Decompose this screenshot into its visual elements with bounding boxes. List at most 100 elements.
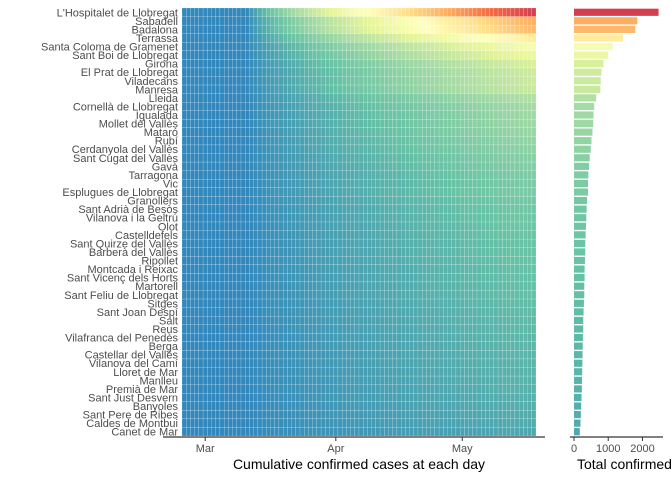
heatmap-cell xyxy=(270,170,275,180)
heatmap-cell xyxy=(329,410,334,420)
heatmap-cell xyxy=(367,290,372,300)
heatmap-cell xyxy=(497,119,503,128)
heatmap-cell xyxy=(266,324,271,334)
heatmap-cell xyxy=(223,93,229,103)
heatmap-cell xyxy=(405,33,410,43)
heatmap-cell xyxy=(518,50,524,60)
heatmap-cell xyxy=(430,153,436,163)
heatmap-cell xyxy=(278,33,284,43)
heatmap-cell xyxy=(476,367,482,377)
heatmap-cell xyxy=(388,410,393,420)
heatmap-cell xyxy=(371,358,377,368)
heatmap-cell xyxy=(257,401,263,411)
heatmap-x-tick-label: Apr xyxy=(327,443,344,455)
heatmap-cell xyxy=(443,341,448,351)
heatmap-cell xyxy=(316,204,322,214)
heatmap-cell xyxy=(379,76,385,86)
heatmap-cell xyxy=(447,324,452,334)
heatmap-cell xyxy=(447,375,452,385)
heatmap-cell xyxy=(308,204,313,214)
heatmap-cell xyxy=(502,67,507,77)
heatmap-cell xyxy=(194,153,199,163)
heatmap-cell xyxy=(510,221,516,231)
bar xyxy=(574,419,581,427)
heatmap-cell xyxy=(518,7,524,17)
heatmap-cell xyxy=(510,179,516,188)
heatmap-cell xyxy=(518,93,524,103)
heatmap-cell xyxy=(308,256,313,265)
heatmap-cell xyxy=(485,213,490,223)
heatmap-cell xyxy=(476,204,482,214)
heatmap-cell xyxy=(341,161,347,171)
heatmap-cell xyxy=(223,316,229,325)
heatmap-cell xyxy=(447,76,452,86)
bar xyxy=(574,316,584,325)
row-label: Terrassa xyxy=(136,33,179,45)
heatmap-cell xyxy=(304,298,309,308)
heatmap-cell xyxy=(232,161,237,171)
heatmap-cell xyxy=(228,50,233,60)
heatmap-cell xyxy=(354,367,360,377)
heatmap-cell xyxy=(472,247,478,257)
heatmap-cell xyxy=(459,298,465,308)
bar xyxy=(574,333,583,342)
heatmap-cell xyxy=(523,238,528,248)
heatmap-cell xyxy=(371,333,377,342)
heatmap-cell xyxy=(514,102,520,111)
heatmap-cell xyxy=(341,307,347,317)
heatmap-cell xyxy=(299,375,305,385)
heatmap-cell xyxy=(392,59,398,69)
heatmap-cell xyxy=(451,298,457,308)
heatmap-cell xyxy=(363,179,368,188)
heatmap-cell xyxy=(236,316,242,325)
heatmap-cell xyxy=(308,170,313,180)
heatmap-cell xyxy=(426,16,431,26)
heatmap-cell xyxy=(215,221,221,231)
heatmap-cell xyxy=(346,110,351,120)
heatmap-cell xyxy=(489,50,495,60)
heatmap-cell xyxy=(375,375,381,385)
heatmap-cell xyxy=(354,401,360,411)
heatmap-cell xyxy=(384,358,389,368)
heatmap-cell xyxy=(455,161,461,171)
heatmap-cell xyxy=(316,384,322,394)
heatmap-cell xyxy=(202,384,208,394)
heatmap-cell xyxy=(472,384,478,394)
heatmap-cell xyxy=(202,367,208,377)
heatmap-cell xyxy=(358,264,364,274)
heatmap-cell xyxy=(426,144,431,154)
heatmap-cell xyxy=(468,273,473,283)
heatmap-cell xyxy=(476,307,482,317)
heatmap-cell xyxy=(223,273,229,283)
heatmap-cell xyxy=(367,307,372,317)
heatmap-cell xyxy=(270,24,275,34)
heatmap-row xyxy=(181,67,537,77)
heatmap-cell xyxy=(375,153,381,163)
heatmap-cell xyxy=(341,102,347,111)
heatmap-cell xyxy=(312,307,318,317)
heatmap-cell xyxy=(506,110,511,120)
heatmap-cell xyxy=(400,281,406,291)
heatmap-cell xyxy=(497,102,503,111)
heatmap-cell xyxy=(518,144,524,154)
heatmap-cell xyxy=(455,33,461,43)
heatmap-cell xyxy=(481,247,486,257)
heatmap-cell xyxy=(202,170,208,180)
heatmap-cell xyxy=(261,350,267,360)
heatmap-cell xyxy=(468,324,473,334)
heatmap-cell xyxy=(451,84,457,94)
heatmap-cell xyxy=(274,136,280,146)
heatmap-cell xyxy=(245,136,250,146)
heatmap-cell xyxy=(502,230,507,240)
bar xyxy=(574,282,585,290)
heatmap-cell xyxy=(409,33,414,43)
heatmap-cell xyxy=(219,238,225,248)
heatmap-cell xyxy=(514,247,520,257)
heatmap-cell xyxy=(236,119,242,128)
heatmap-cell xyxy=(249,204,254,214)
heatmap-cell xyxy=(384,273,389,283)
heatmap-cell xyxy=(266,24,271,34)
heatmap-cell xyxy=(312,102,318,111)
heatmap-cell xyxy=(270,247,275,257)
heatmap-cell xyxy=(291,170,296,180)
